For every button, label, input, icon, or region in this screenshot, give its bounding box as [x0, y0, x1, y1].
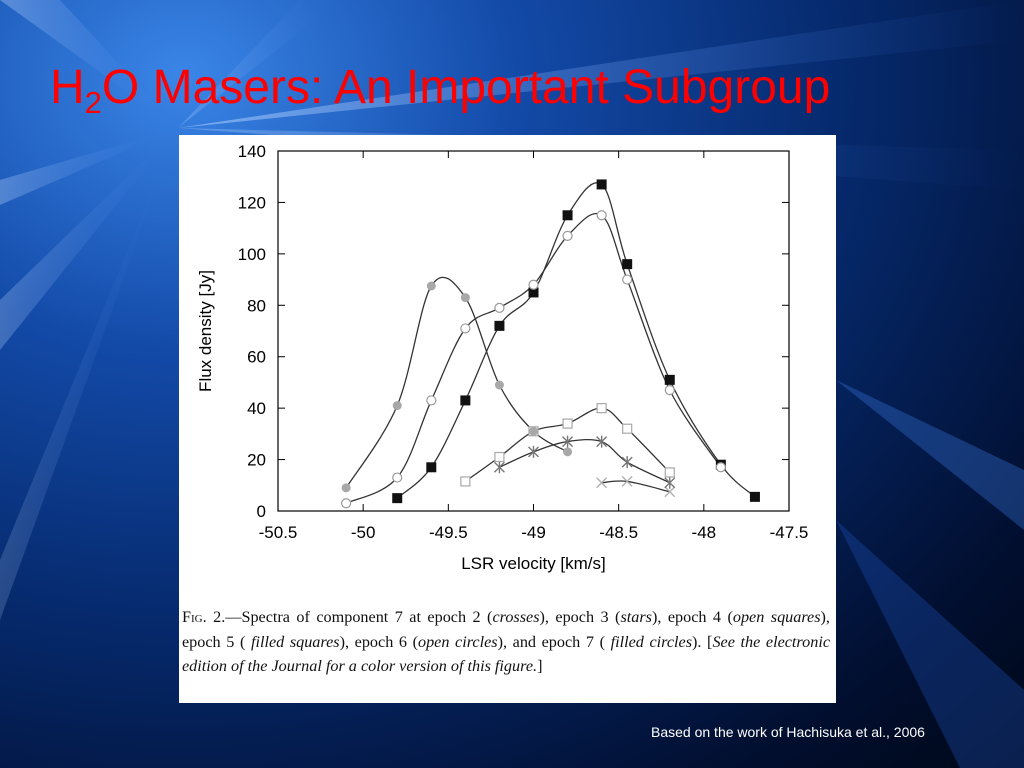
data-point	[392, 401, 402, 411]
series-curve	[601, 480, 670, 493]
figure-panel: -50.5 -50 -49.5 -49 -48.5 -48 -47.5 0 20 40 60 80 10…	[179, 135, 836, 703]
series-curve	[499, 438, 671, 484]
data-point	[562, 435, 574, 448]
data-point	[622, 423, 633, 434]
caption-part: filled circles	[610, 632, 692, 651]
data-point	[664, 476, 676, 489]
x-tick-label: -49	[521, 523, 546, 542]
data-point	[426, 462, 437, 473]
data-point	[460, 293, 470, 303]
caption-part: open squares	[732, 608, 821, 626]
y-tick-label: 0	[257, 502, 266, 521]
y-tick-label: 40	[247, 399, 266, 418]
caption-part: stars	[620, 608, 652, 626]
data-point	[749, 491, 760, 502]
caption-part: open circles	[417, 632, 498, 651]
caption-part: crosses	[492, 608, 540, 626]
data-point	[621, 456, 633, 469]
data-point	[341, 498, 352, 509]
data-point	[596, 403, 607, 414]
data-point	[392, 472, 403, 483]
data-point	[528, 445, 539, 458]
data-point	[596, 210, 607, 221]
data-point	[715, 462, 726, 473]
flux-spectrum-chart: -50.5 -50 -49.5 -49 -48.5 -48 -47.5 0 20 40 60 80 10…	[196, 142, 809, 573]
caption-part: ). [	[692, 632, 713, 651]
data-point	[664, 385, 675, 396]
series-curve	[396, 182, 756, 499]
data-point	[596, 179, 607, 190]
y-tick-label: 80	[247, 296, 266, 315]
caption-part: ), epoch 6 (	[339, 632, 418, 651]
x-tick-label: -50.5	[259, 523, 298, 542]
slide-title: H2O Masers: An Important Subgroup	[50, 61, 831, 120]
x-axis-label: LSR velocity [km/s]	[461, 554, 606, 573]
y-tick-label: 100	[238, 245, 266, 264]
data-point	[494, 380, 504, 390]
data-point	[460, 323, 471, 334]
x-tick-label: -49.5	[429, 523, 468, 542]
x-tick-label: -48	[692, 523, 717, 542]
footer-credit: Based on the work of Hachisuka et al., 2…	[651, 724, 925, 740]
data-point	[562, 230, 573, 241]
caption-part: ), epoch 3 (	[539, 608, 621, 626]
data-point	[528, 279, 539, 290]
caption-part: ), epoch 4 (	[651, 608, 733, 626]
caption-part: ), epoch 5 (	[182, 608, 830, 651]
data-point	[563, 447, 573, 457]
data-point	[596, 477, 608, 489]
data-point	[529, 426, 538, 436]
data-point	[460, 476, 471, 487]
data-point	[460, 395, 471, 406]
caption-part: See the electronic edition of the Journa…	[182, 632, 830, 676]
data-point	[493, 461, 505, 474]
data-point	[562, 418, 573, 429]
y-tick-label: 120	[238, 193, 266, 212]
title-prefix: H	[50, 61, 85, 114]
data-point	[494, 302, 505, 313]
data-point	[622, 259, 633, 270]
x-tick-label: -50	[351, 523, 376, 542]
data-point	[622, 274, 633, 285]
title-subscript: 2	[84, 85, 102, 120]
y-axis-label: Flux density [Jy]	[196, 270, 215, 392]
caption-part: ]	[537, 657, 543, 675]
series-curve	[345, 276, 568, 489]
data-point	[426, 395, 437, 406]
title-rest: O Masers: An Important Subgroup	[101, 61, 831, 114]
data-point	[664, 486, 676, 498]
y-tick-label: 60	[247, 348, 266, 367]
data-point	[392, 493, 403, 504]
data-point	[426, 281, 436, 291]
x-tick-label: -47.5	[770, 523, 809, 542]
data-point	[621, 475, 633, 487]
data-point	[664, 374, 675, 385]
figure-caption: Fig. 2.—Spectra of component 7 at epoch …	[182, 605, 830, 679]
caption-part: filled squares	[250, 632, 340, 651]
data-point	[664, 467, 675, 478]
caption-part: . 2.—Spectra of component 7 at epoch 2 (	[202, 608, 493, 626]
data-point	[494, 451, 505, 463]
data-point	[494, 320, 505, 331]
x-tick-label: -48.5	[599, 523, 638, 542]
y-tick-label: 20	[247, 451, 266, 470]
caption-part: ), and epoch 7 (	[497, 632, 611, 651]
data-point	[596, 435, 608, 448]
y-tick-label: 140	[238, 142, 266, 161]
caption-fig-label: Fig	[182, 608, 203, 626]
data-point	[562, 210, 573, 221]
data-point	[528, 287, 539, 298]
data-point	[341, 483, 351, 493]
series-curve	[345, 212, 722, 504]
